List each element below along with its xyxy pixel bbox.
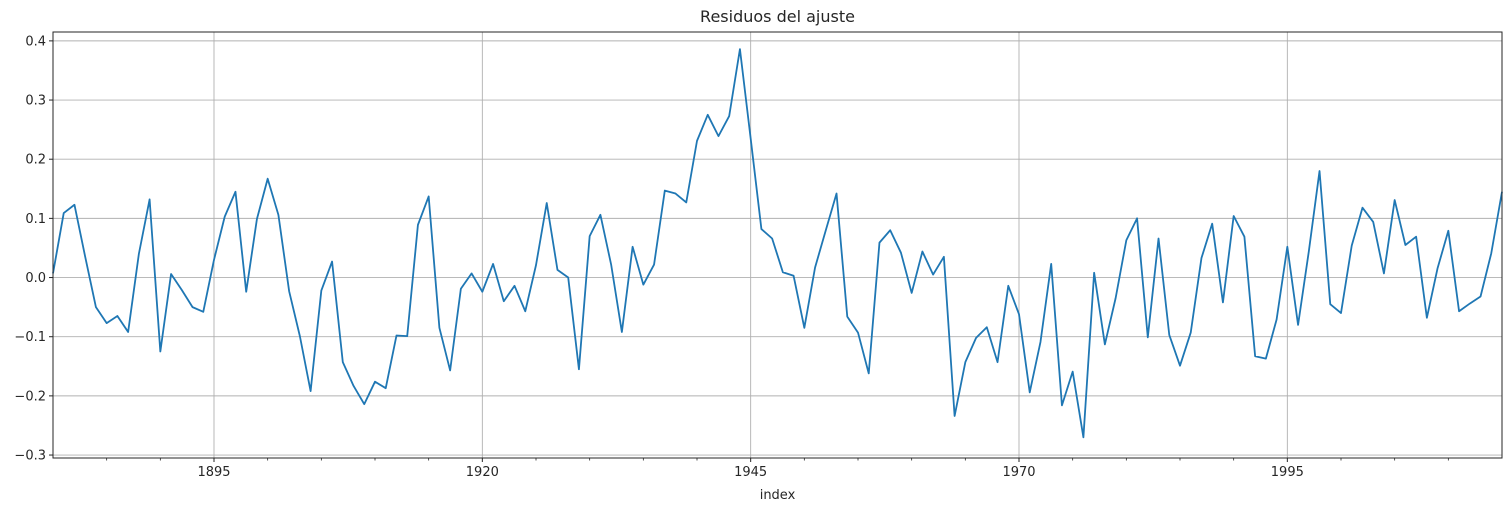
x-tick-label: 1945 [734,465,767,480]
x-tick-label: 1895 [197,465,230,480]
y-tick-label: 0.2 [25,153,46,168]
y-tick-label: 0.3 [25,94,46,109]
residuals-series-line [52,48,1503,439]
x-axis-label: index [760,488,796,503]
y-tick-label: −0.3 [14,449,46,464]
series-layer [52,48,1503,439]
x-axis: 1895 1920 1945 1970 1995 [106,458,1449,480]
plot-frame [52,31,1503,459]
y-tick-label: 0.4 [25,34,46,49]
y-tick-label: 0.0 [25,271,46,286]
x-tick-label: 1920 [466,465,499,480]
grid-lines [53,32,1502,458]
y-tick-label: −0.2 [14,389,46,404]
x-tick-label: 1970 [1002,465,1035,480]
chart-title: Residuos del ajuste [700,7,855,26]
y-tick-label: 0.1 [25,212,46,227]
y-axis: −0.3 −0.2 −0.1 0.0 0.1 0.2 0.3 0.4 [14,34,53,464]
y-tick-label: −0.1 [14,330,46,345]
x-tick-label: 1995 [1271,465,1304,480]
